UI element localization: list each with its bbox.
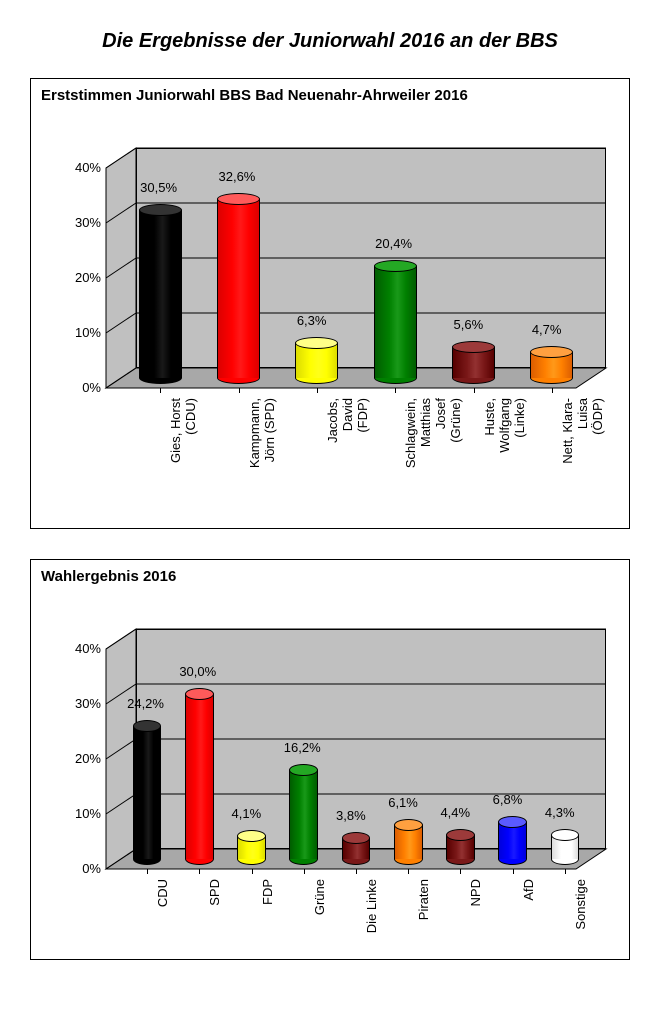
bar-value-label: 30,0% (179, 664, 216, 679)
bar-category-label: Jacobs, David (FDP) (325, 398, 370, 528)
bar-cylinder (446, 829, 475, 865)
bar-value-label: 32,6% (219, 169, 256, 184)
bar-cylinder (217, 193, 260, 384)
bar-category-label: Die Linke (364, 879, 379, 959)
bar-cylinder (237, 830, 266, 865)
bar-value-label: 6,1% (388, 795, 418, 810)
bar-cylinder (342, 832, 371, 865)
y-tick: 30% (61, 696, 101, 711)
bar-value-label: 6,8% (493, 792, 523, 807)
bar-value-label: 3,8% (336, 808, 366, 823)
bar-value-label: 24,2% (127, 696, 164, 711)
bar-category-label: Gies, Horst (CDU) (168, 398, 198, 528)
bar-cylinder (498, 816, 527, 865)
y-tick: 20% (61, 751, 101, 766)
chart2-title: Wahlergebnis 2016 (31, 560, 629, 589)
bar-value-label: 6,3% (297, 313, 327, 328)
y-tick: 20% (61, 270, 101, 285)
bar-category-label: Nett, Klara- Luisa (ÖDP) (560, 398, 605, 528)
y-tick: 0% (61, 861, 101, 876)
chart1-panel: Erststimmen Juniorwahl BBS Bad Neuenahr-… (30, 78, 630, 529)
bar-category-label: Huste, Wolfgang (Linke) (482, 398, 527, 528)
chart1-title: Erststimmen Juniorwahl BBS Bad Neuenahr-… (31, 79, 629, 108)
bar-cylinder (185, 688, 214, 865)
bar-value-label: 30,5% (140, 180, 177, 195)
y-tick: 40% (61, 641, 101, 656)
bar-cylinder (133, 720, 162, 865)
bar-value-label: 4,4% (440, 805, 470, 820)
bar-category-label: Schlagwein, Matthias Josef (Grüne) (403, 398, 463, 528)
bar-cylinder (295, 337, 338, 384)
y-tick: 10% (61, 325, 101, 340)
bar-cylinder (452, 341, 495, 384)
bar-category-label: Sonstige (573, 879, 588, 959)
bar-category-label: AfD (521, 879, 536, 959)
y-tick: 40% (61, 160, 101, 175)
bar-value-label: 20,4% (375, 236, 412, 251)
chart2-plot: 0%10%20%30%40%24,2%CDU30,0%SPD4,1%FDP16,… (51, 599, 616, 949)
bar-cylinder (551, 829, 580, 865)
bar-category-label: Piraten (416, 879, 431, 959)
chart2-panel: Wahlergebnis 2016 0% 10% 20% 30% 40% 24,2% CDU… (30, 559, 630, 960)
bar-value-label: 16,2% (284, 740, 321, 755)
bar-category-label: Kampmann, Jörn (SPD) (247, 398, 277, 528)
bar-category-label: FDP (260, 879, 275, 959)
bar-category-label: SPD (207, 879, 222, 959)
y-tick: 0% (61, 380, 101, 395)
bar-cylinder (530, 346, 573, 384)
bar-category-label: NPD (468, 879, 483, 959)
bar-value-label: 5,6% (454, 317, 484, 332)
bar-category-label: CDU (155, 879, 170, 959)
chart1-plot: 0%10%20%30%40%30,5%Gies, Horst (CDU)32,6… (51, 118, 616, 518)
bar-cylinder (394, 819, 423, 865)
bar-category-label: Grüne (312, 879, 327, 959)
bar-cylinder (139, 204, 182, 384)
y-tick: 10% (61, 806, 101, 821)
bar-value-label: 4,3% (545, 805, 575, 820)
bar-value-label: 4,1% (232, 806, 262, 821)
bar-cylinder (374, 260, 417, 384)
y-tick: 30% (61, 215, 101, 230)
page-title: Die Ergebnisse der Juniorwahl 2016 an de… (30, 30, 630, 53)
bar-value-label: 4,7% (532, 322, 562, 337)
bar-cylinder (289, 764, 318, 865)
